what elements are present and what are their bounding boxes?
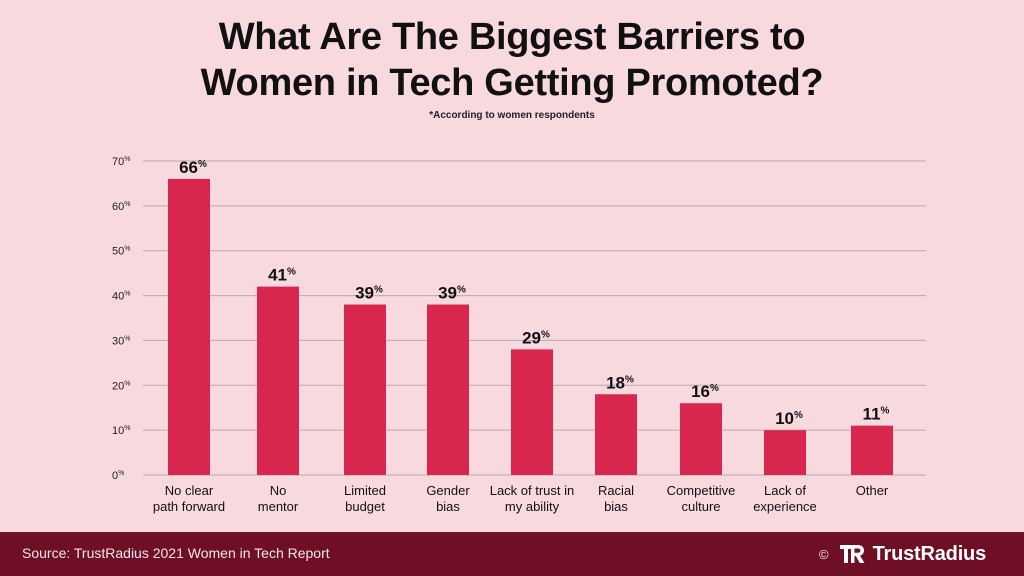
category-label: Gender bias — [426, 483, 470, 514]
category-label: Racial bias — [598, 483, 634, 514]
y-tick-label: 70% — [112, 156, 130, 168]
category-label: No clear path forward — [153, 483, 225, 514]
data-label: 39% — [438, 284, 466, 303]
category-label-line: mentor — [258, 499, 299, 514]
category-label-line: Gender — [426, 483, 470, 498]
category-label-line: No — [270, 483, 287, 498]
category-label-line: path forward — [153, 499, 225, 514]
bar — [168, 178, 210, 475]
y-tick-label: 60% — [112, 201, 130, 213]
y-tick-unit: % — [124, 380, 130, 387]
category-label: Limited budget — [344, 483, 386, 514]
data-label-unit: % — [794, 410, 803, 421]
footer-bar: Source: TrustRadius 2021 Women in Tech R… — [0, 532, 1024, 576]
category-label-line: No clear — [165, 483, 214, 498]
bar — [257, 286, 299, 475]
y-tick-label: 40% — [112, 291, 130, 303]
y-tick-label: 20% — [112, 380, 130, 392]
y-tick-unit: % — [118, 470, 124, 477]
trustradius-logo-icon — [839, 545, 865, 563]
y-tick-unit: % — [124, 156, 130, 163]
category-label: No mentor — [258, 483, 299, 514]
category-label-line: Other — [856, 483, 889, 498]
data-label-unit: % — [287, 267, 296, 278]
y-tick-label: 10% — [112, 425, 130, 437]
category-label-line: Competitive — [667, 483, 736, 498]
bar — [851, 425, 893, 475]
data-label-unit: % — [625, 374, 634, 385]
bar — [427, 304, 469, 475]
copyright-symbol: © — [819, 546, 829, 562]
data-label-unit: % — [457, 285, 466, 296]
brand-name: TrustRadius — [872, 542, 987, 565]
category-label-line: Lack of trust in — [490, 483, 575, 498]
data-label-unit: % — [198, 159, 207, 170]
y-tick-unit: % — [124, 246, 130, 253]
bar — [764, 430, 806, 475]
category-label-line: budget — [345, 499, 385, 514]
data-label-unit: % — [541, 329, 550, 340]
y-tick-label: 50% — [112, 246, 130, 258]
data-label-unit: % — [881, 406, 890, 417]
data-label: 16% — [691, 382, 719, 401]
data-label: 41% — [268, 266, 296, 285]
bar-chart: 0% 10% 20% 30% 40% 50% 60% 70% 66% No clear path f… — [112, 156, 926, 514]
data-label: 11% — [863, 405, 890, 424]
category-label: Competitive culture — [667, 483, 736, 514]
y-tick-unit: % — [124, 335, 130, 342]
category-label: Other — [856, 483, 889, 498]
data-label: 18% — [606, 373, 634, 392]
y-tick-unit: % — [124, 201, 130, 208]
chart-title: What Are The Biggest Barriers to Women i… — [0, 14, 1024, 106]
chart-title-line-1: What Are The Biggest Barriers to — [218, 16, 806, 58]
category-label: Lack of experience — [753, 483, 817, 514]
y-tick-label: 30% — [112, 335, 130, 347]
bar — [680, 403, 722, 475]
y-tick-unit: % — [124, 425, 130, 432]
category-label-line: bias — [604, 499, 628, 514]
category-label-line: culture — [681, 499, 720, 514]
data-label: 39% — [355, 284, 383, 303]
y-tick-label: 0% — [112, 470, 124, 482]
data-label-unit: % — [710, 383, 719, 394]
bar — [595, 394, 637, 475]
chart-subtitle: *According to women respondents — [429, 110, 595, 121]
brand-block: © TrustRadius — [819, 540, 986, 568]
data-label: 29% — [522, 328, 550, 347]
category-label-line: experience — [753, 499, 817, 514]
category-label-line: my ability — [505, 499, 560, 514]
source-text: Source: TrustRadius 2021 Women in Tech R… — [22, 545, 330, 561]
chart-title-line-2: Women in Tech Getting Promoted? — [200, 62, 824, 104]
data-label-unit: % — [374, 285, 383, 296]
category-label-line: Racial — [598, 483, 634, 498]
category-label-line: Lack of — [764, 483, 806, 498]
category-label-line: Limited — [344, 483, 386, 498]
data-label: 10% — [775, 409, 803, 428]
category-label-line: bias — [436, 499, 460, 514]
y-tick-unit: % — [124, 291, 130, 298]
bar — [344, 304, 386, 475]
data-label: 66% — [179, 158, 207, 177]
category-label: Lack of trust in my ability — [490, 483, 575, 514]
bar — [511, 349, 553, 475]
